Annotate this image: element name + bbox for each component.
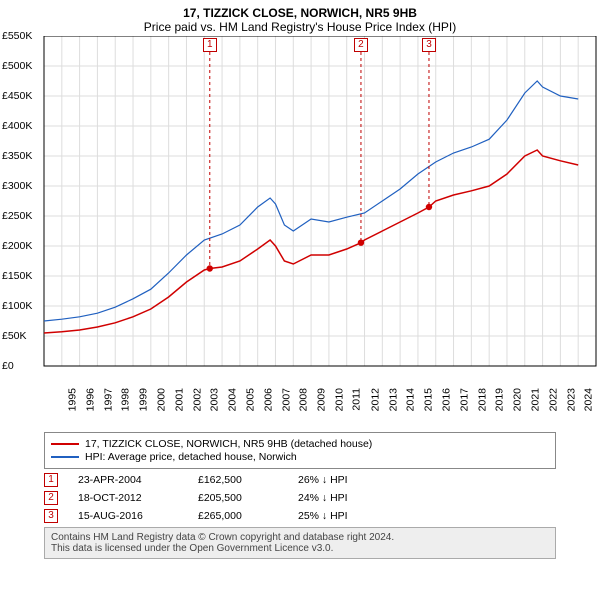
- legend-swatch: [51, 456, 79, 458]
- chart-title-line1: 17, TIZZICK CLOSE, NORWICH, NR5 9HB: [0, 6, 600, 20]
- x-tick-label: 2010: [333, 388, 345, 411]
- x-tick-label: 1998: [120, 388, 132, 411]
- sale-row: 1 23-APR-2004 £162,500 26% ↓ HPI: [44, 473, 556, 487]
- x-tick-label: 2004: [227, 388, 239, 411]
- y-tick-label: £200K: [2, 240, 32, 252]
- x-tick-label: 2016: [440, 388, 452, 411]
- x-tick-label: 1996: [84, 388, 96, 411]
- footer-line1: Contains HM Land Registry data © Crown c…: [51, 532, 549, 543]
- x-tick-label: 2023: [565, 388, 577, 411]
- x-tick-label: 1997: [102, 388, 114, 411]
- sale-row: 2 18-OCT-2012 £205,500 24% ↓ HPI: [44, 491, 556, 505]
- sale-marker-2: 2: [354, 38, 368, 52]
- legend-row: 17, TIZZICK CLOSE, NORWICH, NR5 9HB (det…: [51, 438, 549, 450]
- x-tick-label: 2019: [494, 388, 506, 411]
- x-tick-label: 2005: [244, 388, 256, 411]
- y-tick-label: £0: [2, 360, 14, 372]
- x-tick-label: 2024: [583, 388, 595, 411]
- x-tick-label: 1999: [138, 388, 150, 411]
- plot-area: £0 £50K £100K £150K £200K £250K £300K £350K £400…: [0, 36, 600, 388]
- x-tick-label: 2008: [298, 388, 310, 411]
- y-tick-label: £550K: [2, 30, 32, 42]
- x-tick-label: 2007: [280, 388, 292, 411]
- sale-price: £205,500: [198, 492, 278, 504]
- sale-delta: 26% ↓ HPI: [298, 474, 348, 486]
- legend-box: 17, TIZZICK CLOSE, NORWICH, NR5 9HB (det…: [44, 432, 556, 469]
- x-tick-label: 2001: [173, 388, 185, 411]
- sale-delta: 25% ↓ HPI: [298, 510, 348, 522]
- sale-date: 18-OCT-2012: [78, 492, 178, 504]
- legend-row: HPI: Average price, detached house, Norw…: [51, 451, 549, 463]
- footer-box: Contains HM Land Registry data © Crown c…: [44, 527, 556, 559]
- sale-marker-ref: 3: [44, 509, 58, 523]
- y-tick-label: £250K: [2, 210, 32, 222]
- titles: 17, TIZZICK CLOSE, NORWICH, NR5 9HB Pric…: [0, 0, 600, 36]
- x-axis-labels: 1995 1996 1997 1998 1999 2000 2001 2002 2003 2004…: [0, 388, 600, 428]
- x-tick-label: 1995: [66, 388, 78, 411]
- legend-label: HPI: Average price, detached house, Norw…: [85, 451, 297, 463]
- y-tick-label: £500K: [2, 60, 32, 72]
- x-tick-label: 2021: [529, 388, 541, 411]
- y-tick-label: £400K: [2, 120, 32, 132]
- sale-price: £162,500: [198, 474, 278, 486]
- x-tick-label: 2011: [350, 388, 362, 411]
- sales-list: 1 23-APR-2004 £162,500 26% ↓ HPI 2 18-OCT-201…: [44, 473, 556, 523]
- sale-marker-1: 1: [203, 38, 217, 52]
- y-tick-label: £450K: [2, 90, 32, 102]
- footer-line2: This data is licensed under the Open Gov…: [51, 543, 549, 554]
- sale-marker-ref: 2: [44, 491, 58, 505]
- x-tick-label: 2003: [209, 388, 221, 411]
- y-tick-label: £350K: [2, 150, 32, 162]
- sale-row: 3 15-AUG-2016 £265,000 25% ↓ HPI: [44, 509, 556, 523]
- x-tick-label: 2002: [191, 388, 203, 411]
- sale-delta: 24% ↓ HPI: [298, 492, 348, 504]
- y-tick-label: £300K: [2, 180, 32, 192]
- x-tick-label: 2017: [458, 388, 470, 411]
- y-tick-label: £50K: [2, 330, 27, 342]
- x-tick-label: 2020: [512, 388, 524, 411]
- sale-marker-ref: 1: [44, 473, 58, 487]
- chart-container: 17, TIZZICK CLOSE, NORWICH, NR5 9HB Pric…: [0, 0, 600, 559]
- y-tick-label: £100K: [2, 300, 32, 312]
- y-tick-label: £150K: [2, 270, 32, 282]
- x-tick-label: 2022: [547, 388, 559, 411]
- x-tick-label: 2014: [405, 388, 417, 411]
- chart-svg: [0, 36, 600, 388]
- sale-marker-3: 3: [422, 38, 436, 52]
- sale-price: £265,000: [198, 510, 278, 522]
- x-tick-label: 2000: [155, 388, 167, 411]
- legend-label: 17, TIZZICK CLOSE, NORWICH, NR5 9HB (det…: [85, 438, 372, 450]
- x-tick-label: 2009: [316, 388, 328, 411]
- x-tick-label: 2013: [387, 388, 399, 411]
- x-tick-label: 2018: [476, 388, 488, 411]
- x-tick-label: 2006: [262, 388, 274, 411]
- x-tick-label: 2012: [369, 388, 381, 411]
- sale-date: 23-APR-2004: [78, 474, 178, 486]
- sale-date: 15-AUG-2016: [78, 510, 178, 522]
- legend-swatch: [51, 443, 79, 445]
- chart-title-line2: Price paid vs. HM Land Registry's House …: [0, 20, 600, 34]
- x-tick-label: 2015: [422, 388, 434, 411]
